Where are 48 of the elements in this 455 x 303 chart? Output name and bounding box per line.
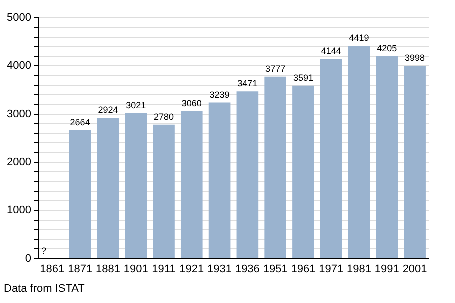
bar [376, 56, 398, 258]
x-tick-label: 1881 [96, 263, 120, 276]
bar [320, 59, 342, 258]
data-label: 4205 [377, 43, 398, 54]
y-tick-label: 3000 [6, 108, 32, 120]
x-tick-label: 1861 [40, 263, 65, 276]
x-tick-label: 1871 [68, 263, 93, 276]
bar [69, 130, 92, 258]
x-tick-label: 1991 [374, 263, 400, 276]
x-tick-label: 2001 [402, 263, 428, 276]
data-label: 2780 [154, 112, 174, 122]
y-tick-label: 2000 [6, 156, 32, 169]
x-tick-label: 1911 [152, 263, 176, 276]
data-label: 3471 [238, 78, 258, 89]
y-tick-label: 0 [25, 252, 32, 265]
data-label: 3998 [405, 53, 426, 64]
y-tick-label: 4000 [6, 60, 32, 72]
x-tick-label: 1961 [291, 263, 316, 276]
data-label: 3060 [182, 98, 202, 108]
bar [153, 124, 175, 258]
x-tick-label: 1951 [263, 263, 288, 276]
data-label: 3239 [210, 90, 230, 100]
x-tick-label: 1921 [180, 263, 204, 276]
y-tick-label: 5000 [6, 12, 32, 24]
bar [348, 46, 370, 258]
x-tick-label: 1901 [124, 263, 148, 276]
text: Data from ISTAT [4, 283, 85, 295]
data-label: 2664 [70, 117, 90, 128]
x-tick-label: 1931 [208, 263, 232, 276]
x-tick-label: 1971 [319, 263, 344, 276]
data-label: 3021 [126, 100, 146, 110]
data-label: 4144 [321, 46, 342, 56]
bar [180, 111, 203, 258]
data-label: 4419 [349, 32, 370, 43]
bar [404, 66, 426, 258]
bar [236, 92, 259, 258]
text: ? [42, 246, 47, 256]
y-tick-label: 1000 [6, 204, 32, 217]
data-label: 2924 [98, 104, 118, 115]
bar [208, 102, 231, 258]
bar [264, 76, 286, 258]
data-label: 3591 [293, 72, 314, 83]
x-tick-label: 1936 [235, 263, 260, 276]
bar [97, 118, 120, 258]
bar [125, 113, 148, 258]
x-tick-label: 1981 [347, 263, 372, 276]
bar [292, 86, 314, 258]
data-label: 3777 [266, 64, 286, 74]
